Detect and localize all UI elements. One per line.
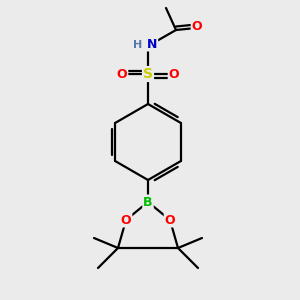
Text: S: S xyxy=(143,67,153,81)
Text: O: O xyxy=(121,214,131,226)
Text: N: N xyxy=(147,38,157,50)
Text: O: O xyxy=(117,68,127,80)
Text: B: B xyxy=(143,196,153,208)
Text: O: O xyxy=(192,20,202,32)
Text: O: O xyxy=(165,214,175,226)
Text: O: O xyxy=(169,68,179,80)
Text: H: H xyxy=(134,40,142,50)
